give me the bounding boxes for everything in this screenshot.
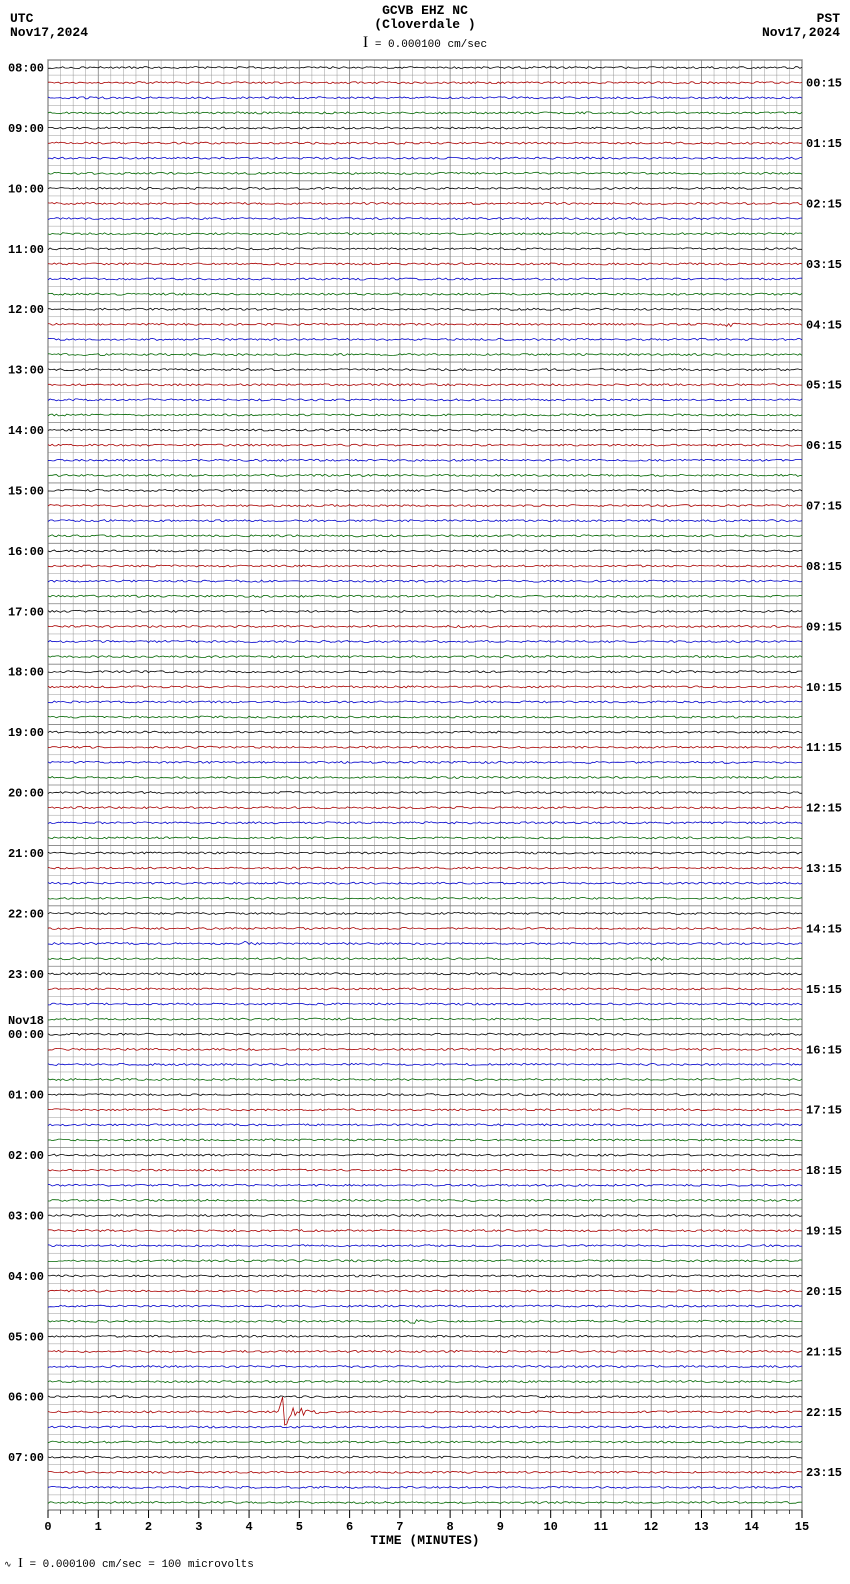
svg-text:18:15: 18:15	[806, 1164, 842, 1178]
svg-text:18:00: 18:00	[8, 666, 44, 680]
svg-text:22:00: 22:00	[8, 907, 44, 921]
svg-text:11:00: 11:00	[8, 243, 44, 257]
svg-text:23:00: 23:00	[8, 968, 44, 982]
svg-text:1: 1	[95, 1520, 102, 1534]
svg-text:08:00: 08:00	[8, 62, 44, 76]
footer: ∿ I = 0.000100 cm/sec = 100 microvolts	[0, 1550, 850, 1572]
svg-text:08:15: 08:15	[806, 560, 842, 574]
svg-text:06:00: 06:00	[8, 1391, 44, 1405]
svg-text:3: 3	[195, 1520, 202, 1534]
svg-text:13: 13	[694, 1520, 708, 1534]
svg-text:10: 10	[543, 1520, 557, 1534]
svg-text:2: 2	[145, 1520, 152, 1534]
svg-text:14: 14	[745, 1520, 759, 1534]
svg-text:16:15: 16:15	[806, 1043, 842, 1057]
svg-text:13:15: 13:15	[806, 862, 842, 876]
svg-text:7: 7	[396, 1520, 403, 1534]
svg-text:09:00: 09:00	[8, 122, 44, 136]
svg-text:09:15: 09:15	[806, 620, 842, 634]
header-center: GCVB EHZ NC (Cloverdale )	[0, 4, 850, 32]
footer-text: = 0.000100 cm/sec = 100 microvolts	[29, 1559, 253, 1571]
svg-text:21:15: 21:15	[806, 1345, 842, 1359]
seismogram-svg: 08:00 09:00 10:00 11:00 12:00 13:00 14:00 15:00…	[0, 50, 850, 1550]
svg-text:04:15: 04:15	[806, 318, 842, 332]
svg-text:12:15: 12:15	[806, 802, 842, 816]
svg-text:16:00: 16:00	[8, 545, 44, 559]
svg-text:13:00: 13:00	[8, 364, 44, 378]
svg-text:TIME (MINUTES): TIME (MINUTES)	[370, 1533, 479, 1548]
svg-text:6: 6	[346, 1520, 353, 1534]
svg-text:11:15: 11:15	[806, 741, 842, 755]
svg-text:9: 9	[497, 1520, 504, 1534]
svg-text:20:15: 20:15	[806, 1285, 842, 1299]
svg-text:5: 5	[296, 1520, 303, 1534]
svg-text:8: 8	[447, 1520, 454, 1534]
svg-text:03:15: 03:15	[806, 258, 842, 272]
svg-text:02:00: 02:00	[8, 1149, 44, 1163]
svg-text:00:15: 00:15	[806, 77, 842, 91]
svg-text:01:00: 01:00	[8, 1089, 44, 1103]
svg-text:05:15: 05:15	[806, 379, 842, 393]
svg-text:07:15: 07:15	[806, 500, 842, 514]
svg-text:19:15: 19:15	[806, 1225, 842, 1239]
header: UTC Nov17,2024 GCVB EHZ NC (Cloverdale )…	[0, 0, 850, 50]
svg-text:01:15: 01:15	[806, 137, 842, 151]
svg-text:15: 15	[795, 1520, 809, 1534]
svg-text:06:15: 06:15	[806, 439, 842, 453]
svg-text:04:00: 04:00	[8, 1270, 44, 1284]
svg-text:10:15: 10:15	[806, 681, 842, 695]
svg-text:03:00: 03:00	[8, 1209, 44, 1223]
svg-text:12: 12	[644, 1520, 658, 1534]
svg-text:15:00: 15:00	[8, 484, 44, 498]
svg-text:Nov18: Nov18	[8, 1014, 44, 1028]
svg-text:07:00: 07:00	[8, 1451, 44, 1465]
svg-text:0: 0	[44, 1520, 51, 1534]
tz-right-label: PST	[762, 12, 840, 26]
svg-text:23:15: 23:15	[806, 1466, 842, 1480]
svg-text:10:00: 10:00	[8, 182, 44, 196]
svg-text:14:00: 14:00	[8, 424, 44, 438]
svg-text:11: 11	[594, 1520, 608, 1534]
svg-text:4: 4	[245, 1520, 252, 1534]
svg-text:05:00: 05:00	[8, 1330, 44, 1344]
svg-text:21:00: 21:00	[8, 847, 44, 861]
svg-text:14:15: 14:15	[806, 922, 842, 936]
station-label: GCVB EHZ NC	[0, 4, 850, 18]
svg-text:17:00: 17:00	[8, 605, 44, 619]
svg-text:12:00: 12:00	[8, 303, 44, 317]
seismogram-plot: 08:00 09:00 10:00 11:00 12:00 13:00 14:00 15:00…	[0, 50, 850, 1550]
svg-text:15:15: 15:15	[806, 983, 842, 997]
svg-text:02:15: 02:15	[806, 197, 842, 211]
svg-text:19:00: 19:00	[8, 726, 44, 740]
svg-text:00:00: 00:00	[8, 1028, 44, 1042]
svg-text:17:15: 17:15	[806, 1104, 842, 1118]
svg-text:22:15: 22:15	[806, 1406, 842, 1420]
location-label: (Cloverdale )	[0, 18, 850, 32]
svg-text:20:00: 20:00	[8, 787, 44, 801]
